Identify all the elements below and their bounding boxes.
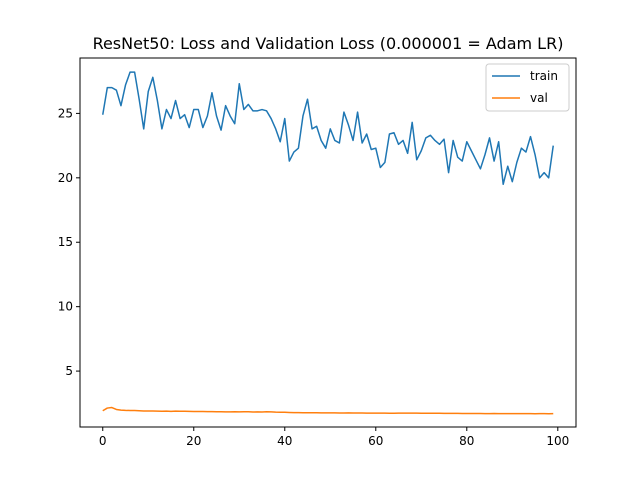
x-tick-label: 100 (546, 434, 569, 448)
legend: train val (485, 63, 570, 112)
x-axis: 0 20 40 60 80 100 (99, 427, 569, 448)
x-tick-label: 20 (186, 434, 201, 448)
legend-label-train: train (530, 69, 558, 83)
x-tick-label: 80 (459, 434, 474, 448)
y-tick-label: 20 (58, 171, 73, 185)
series-group (102, 71, 554, 415)
x-tick-label: 0 (99, 434, 107, 448)
legend-label-val: val (530, 91, 548, 105)
plot-frame (79, 57, 577, 428)
x-tick-label: 60 (368, 434, 383, 448)
y-tick-label: 15 (58, 235, 73, 249)
series-line-val (102, 406, 554, 415)
y-axis: 5 10 15 20 25 (58, 106, 80, 378)
chart-title: ResNet50: Loss and Validation Loss (0.00… (93, 34, 564, 53)
x-tick-label: 40 (277, 434, 292, 448)
y-tick-label: 5 (65, 364, 73, 378)
y-tick-label: 25 (58, 106, 73, 120)
y-tick-label: 10 (58, 300, 73, 314)
series-line-train (102, 71, 554, 186)
